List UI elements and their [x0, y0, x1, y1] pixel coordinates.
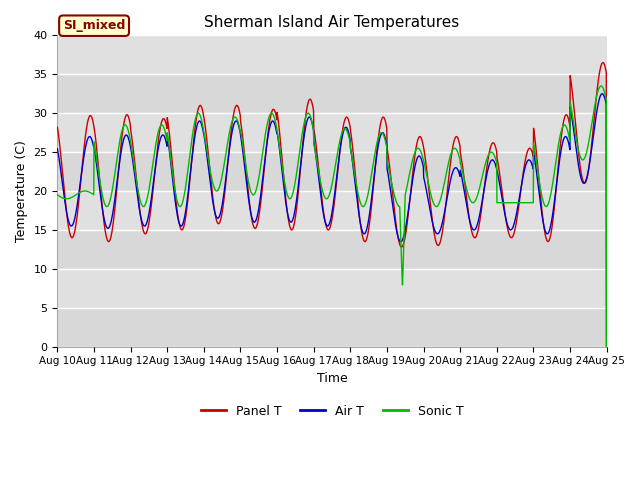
- Panel T: [360, 237, 367, 243]
- Bar: [58, 191, 607, 230]
- Air T: [348, 153, 356, 158]
- Sonic T: [597, 83, 605, 89]
- Air T: [207, 182, 214, 188]
- Bar: [58, 230, 607, 269]
- Sonic T: [554, 145, 562, 151]
- Panel T: [554, 166, 562, 172]
- Text: SI_mixed: SI_mixed: [63, 19, 125, 32]
- Bar: [58, 113, 607, 152]
- Air T: [570, 124, 577, 130]
- Legend: Panel T, Air T, Sonic T: Panel T, Air T, Sonic T: [196, 400, 468, 423]
- Sonic T: [570, 118, 577, 123]
- Sonic T: [207, 169, 214, 175]
- Sonic T: [603, 344, 611, 349]
- Panel T: [348, 136, 356, 142]
- Panel T: [54, 124, 61, 130]
- Line: Sonic T: Sonic T: [58, 86, 607, 347]
- Bar: [58, 36, 607, 74]
- Panel T: [492, 144, 499, 149]
- Line: Panel T: Panel T: [58, 62, 607, 347]
- Bar: [58, 308, 607, 347]
- Sonic T: [348, 153, 356, 158]
- Sonic T: [54, 192, 61, 198]
- Panel T: [207, 174, 214, 180]
- Panel T: [570, 98, 577, 104]
- Line: Air T: Air T: [58, 94, 607, 347]
- Y-axis label: Temperature (C): Temperature (C): [15, 140, 28, 242]
- Panel T: [603, 344, 611, 349]
- Title: Sherman Island Air Temperatures: Sherman Island Air Temperatures: [204, 15, 460, 30]
- Panel T: [599, 60, 607, 65]
- Air T: [360, 231, 367, 237]
- Air T: [492, 162, 499, 168]
- X-axis label: Time: Time: [317, 372, 348, 385]
- Sonic T: [492, 156, 499, 161]
- Bar: [58, 74, 607, 113]
- Air T: [598, 91, 606, 96]
- Air T: [603, 344, 611, 349]
- Air T: [54, 146, 61, 152]
- Bar: [58, 152, 607, 191]
- Sonic T: [360, 204, 367, 209]
- Air T: [554, 169, 562, 175]
- Bar: [58, 269, 607, 308]
